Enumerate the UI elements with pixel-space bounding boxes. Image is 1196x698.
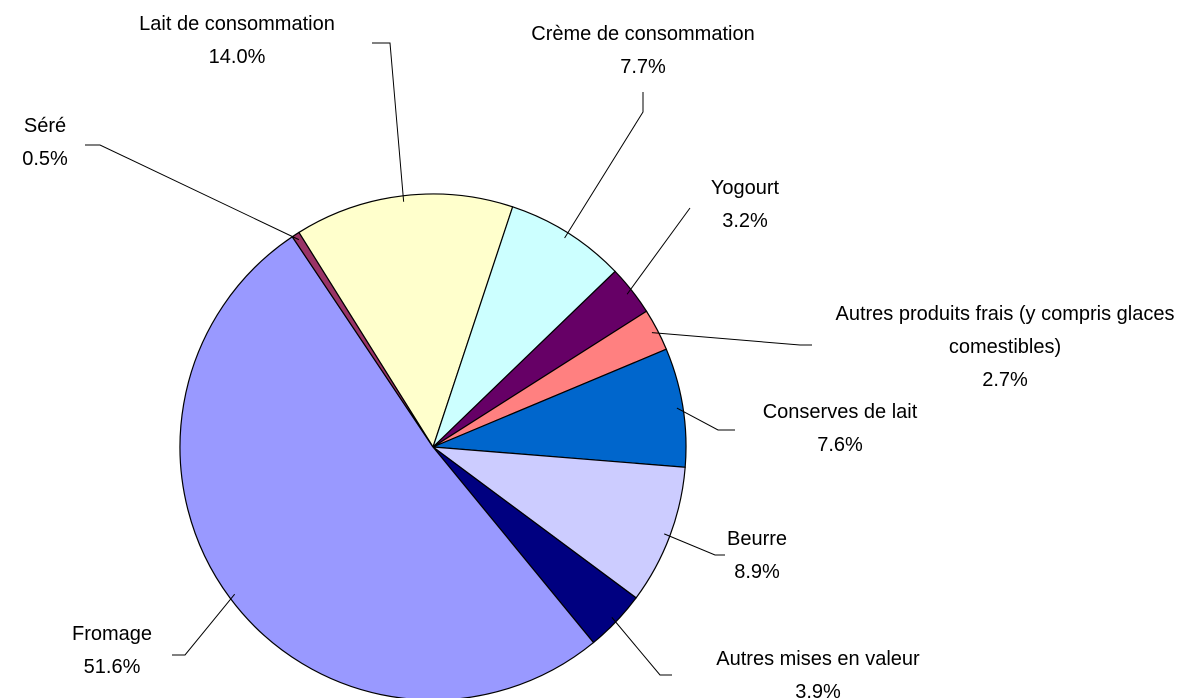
leader-line xyxy=(676,407,735,431)
leader-line xyxy=(664,533,725,556)
slice-value: 3.2% xyxy=(722,210,768,232)
slice-value: 7.7% xyxy=(620,56,666,78)
slice-label: Beurre 8.9% xyxy=(657,523,857,589)
slice-label: Crème de consommation 7.7% xyxy=(473,18,813,84)
slice-value: 0.5% xyxy=(22,148,68,170)
slice-name: Séré xyxy=(23,115,67,137)
slice-value: 14.0% xyxy=(208,46,266,68)
slice-value: 7.6% xyxy=(817,434,863,456)
slice-name: Crème de consommation xyxy=(531,23,755,45)
slice-name: Autres produits frais (y compris glaces … xyxy=(835,303,1175,358)
leader-line xyxy=(172,593,236,656)
slice-name: Beurre xyxy=(726,528,788,550)
slice-label: Autres produits frais (y compris glaces … xyxy=(818,298,1193,397)
slice-label: Séré 0.5% xyxy=(0,110,95,176)
leader-line xyxy=(564,92,644,239)
pie-slice xyxy=(432,348,687,468)
pie-slice xyxy=(179,235,595,698)
slice-value: 2.7% xyxy=(982,369,1028,391)
slice-name: Lait de consommation xyxy=(139,13,335,35)
slice-label: Fromage 51.6% xyxy=(12,618,212,684)
leader-line xyxy=(626,207,691,295)
leader-line xyxy=(611,617,672,676)
slice-value: 8.9% xyxy=(734,561,780,583)
slice-label: Conserves de lait 7.6% xyxy=(720,396,960,462)
slice-name: Fromage xyxy=(71,623,153,645)
slice-label: Lait de consommation 14.0% xyxy=(87,8,387,74)
slice-name: Autres mises en valeur xyxy=(716,648,920,670)
leader-line xyxy=(651,332,812,346)
leader-line xyxy=(85,144,300,241)
slice-name: Yogourt xyxy=(710,177,780,199)
slice-name: Conserves de lait xyxy=(762,401,918,423)
slice-value: 3.9% xyxy=(795,681,841,698)
slice-label: Autres mises en valeur 3.9% xyxy=(658,643,978,698)
leader-line xyxy=(372,42,405,202)
slice-value: 51.6% xyxy=(83,656,141,678)
slice-label: Yogourt 3.2% xyxy=(645,172,845,238)
